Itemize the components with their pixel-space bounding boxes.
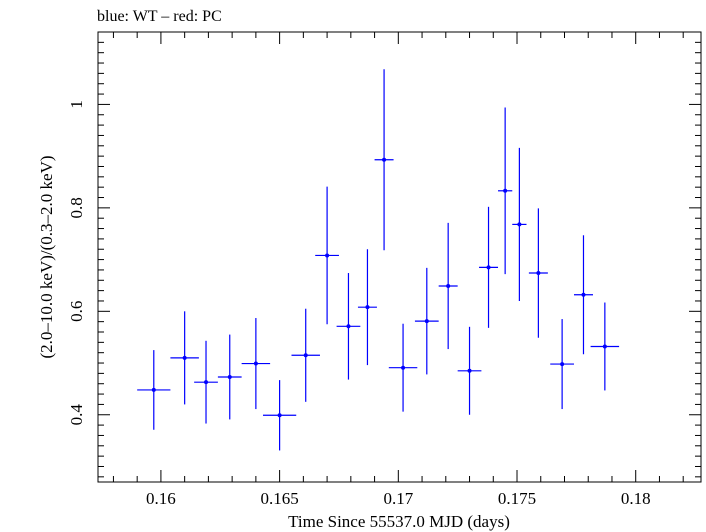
data-point: [457, 326, 482, 415]
data-marker: [253, 361, 258, 366]
y-tick-label: 0.8: [67, 197, 86, 218]
x-tick-label: 0.165: [260, 489, 298, 508]
data-marker: [486, 265, 491, 270]
data-marker: [365, 305, 370, 310]
data-marker: [382, 157, 387, 162]
data-marker: [517, 222, 522, 227]
data-marker: [424, 319, 429, 324]
data-point: [336, 273, 361, 380]
data-marker: [151, 387, 156, 392]
data-marker: [277, 413, 282, 418]
data-marker: [536, 271, 541, 276]
data-point: [291, 308, 320, 402]
data-marker: [204, 380, 209, 385]
data-marker: [325, 253, 330, 258]
x-axis: 0.16 0.165 0.17 0.175 0.18: [112, 32, 684, 508]
data-marker: [503, 188, 508, 193]
data-point: [550, 319, 574, 410]
chart-title: blue: WT – red: PC: [97, 8, 222, 25]
data-point: [194, 340, 218, 424]
data-point: [241, 318, 271, 410]
data-point: [217, 334, 242, 420]
x-tick-label: 0.175: [498, 489, 536, 508]
data-point: [528, 208, 548, 338]
data-point: [315, 186, 339, 325]
data-point: [414, 267, 439, 375]
data-point: [170, 311, 199, 405]
data-point: [374, 69, 394, 251]
plot-frame: [97, 31, 702, 483]
x-tick-label: 0.17: [383, 489, 413, 508]
data-marker: [467, 368, 472, 373]
x-tick-label: 0.18: [621, 489, 651, 508]
data-point: [590, 302, 620, 391]
x-axis-label: Time Since 55537.0 MJD (days): [288, 512, 510, 531]
data-point: [357, 249, 377, 366]
data-point: [137, 350, 171, 430]
y-axis: 0.4 0.6 0.8 1: [67, 41, 701, 478]
data-marker: [227, 375, 232, 379]
data-marker: [401, 365, 406, 370]
y-tick-label: 0.4: [67, 404, 86, 426]
data-point: [438, 222, 458, 350]
data-marker: [303, 353, 308, 358]
data-marker: [446, 283, 451, 288]
data-marker: [182, 355, 187, 360]
data-point: [573, 235, 593, 355]
data-marker: [560, 362, 565, 367]
data-point: [262, 380, 297, 451]
y-tick-label: 0.6: [67, 301, 86, 322]
data-marker: [581, 292, 586, 297]
data-points: [137, 69, 620, 451]
data-point: [388, 323, 418, 412]
data-marker: [602, 344, 607, 349]
y-axis-label: (2.0–10.0 keV)/(0.3–2.0 keV): [37, 155, 56, 358]
data-point: [498, 107, 513, 275]
x-tick-label: 0.16: [146, 489, 176, 508]
data-marker: [346, 324, 351, 329]
data-point: [512, 147, 527, 301]
data-point: [479, 206, 499, 328]
y-tick-label: 1: [67, 100, 86, 109]
